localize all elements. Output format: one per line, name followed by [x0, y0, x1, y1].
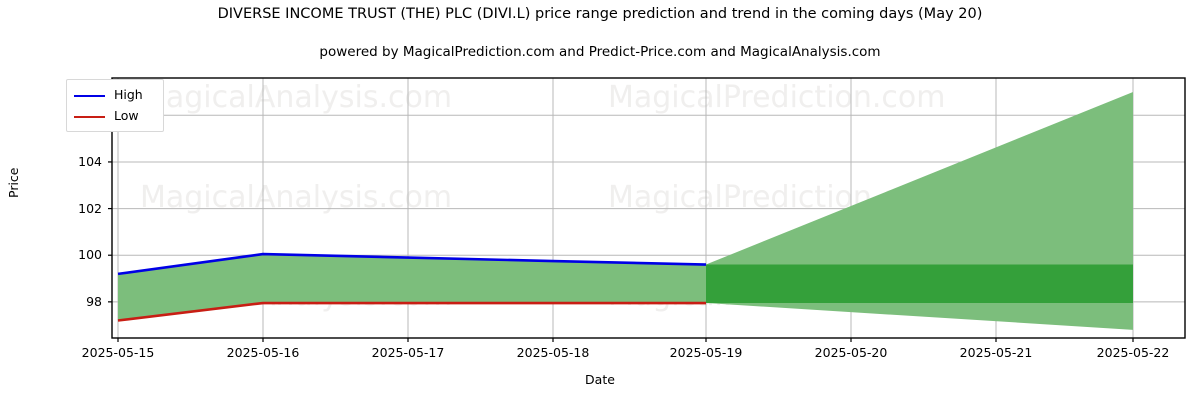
- legend: High Low: [66, 79, 164, 132]
- y-tick-label-1: 100: [78, 247, 102, 263]
- x-tick-label-3: 2025-05-18: [516, 345, 590, 360]
- legend-item-low: Low: [67, 106, 163, 127]
- x-tick-label-0: 2025-05-15: [81, 345, 155, 360]
- legend-swatch-high: [74, 94, 105, 97]
- chart-subtitle: powered by MagicalPrediction.com and Pre…: [319, 44, 881, 60]
- x-tick-label-5: 2025-05-20: [814, 345, 888, 360]
- range-fill: [118, 254, 706, 321]
- x-tick-label-7: 2025-05-22: [1096, 345, 1170, 360]
- x-tick-label-6: 2025-05-21: [959, 345, 1033, 360]
- y-axis-label: Price: [6, 167, 21, 199]
- legend-item-high: High: [67, 85, 163, 106]
- watermark-text-2: MagicalPrediction.com: [608, 80, 946, 115]
- x-tick-label-4: 2025-05-19: [669, 345, 743, 360]
- series-line-high: [117, 252, 707, 276]
- watermark-text-3: MagicalAnalysis.com: [140, 180, 453, 215]
- forecast-bands: [706, 91, 1133, 330]
- legend-label-low: Low: [114, 108, 139, 124]
- x-tick-label-1: 2025-05-16: [226, 345, 300, 360]
- chart-title: DIVERSE INCOME TRUST (THE) PLC (DIVI.L) …: [217, 6, 983, 22]
- series-lines: [117, 252, 707, 322]
- y-tick-label-0: 98: [86, 293, 102, 309]
- x-tick-label-2: 2025-05-17: [371, 345, 445, 360]
- watermark-text-1: MagicalAnalysis.com: [140, 80, 453, 115]
- y-tick-label-2: 102: [78, 200, 102, 216]
- high-low-range-fill: [118, 254, 706, 321]
- legend-swatch-low: [74, 115, 105, 118]
- x-axis-label: Date: [585, 372, 615, 387]
- forecast-inner-band: [706, 264, 1133, 304]
- legend-label-high: High: [114, 87, 143, 103]
- y-tick-label-3: 104: [78, 153, 102, 169]
- series-line-low: [117, 301, 706, 322]
